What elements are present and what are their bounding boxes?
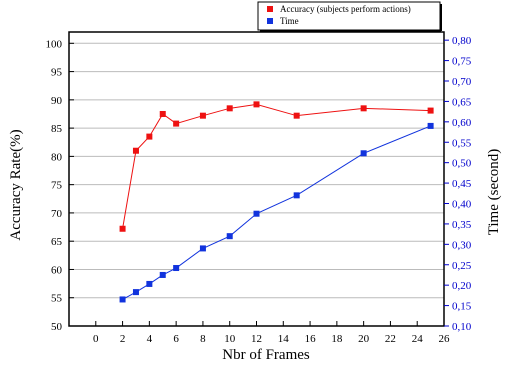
x-tick-label: 10 — [224, 333, 236, 345]
data-point-accuracy — [146, 133, 153, 140]
data-point-time — [427, 122, 434, 129]
left-y-tick-label: 80 — [51, 151, 63, 163]
data-point-accuracy — [199, 112, 206, 119]
data-point-time — [199, 245, 206, 252]
left-y-tick-label: 65 — [51, 236, 63, 248]
gridlines — [69, 42, 444, 299]
x-axis-title: Nbr of Frames — [222, 347, 310, 363]
data-point-time — [173, 265, 180, 272]
plot-frame — [68, 31, 445, 327]
right-y-tick-label: 0,35 — [452, 219, 472, 231]
right-y-tick-label: 0,75 — [452, 56, 472, 68]
data-point-time — [132, 289, 139, 296]
data-point-accuracy — [293, 112, 300, 119]
data-point-time — [226, 233, 233, 240]
data-point-time — [253, 210, 260, 217]
right-y-tick-label: 0,45 — [452, 178, 472, 190]
right-y-axis-ticks: 0,10 0,15 0,20 0,25 0,30 0,35 0,40 0,45 0,50 0,55… — [444, 35, 472, 333]
x-tick-label: 14 — [278, 333, 290, 345]
data-point-time — [360, 150, 367, 157]
x-tick-label: 26 — [439, 333, 451, 345]
data-point-accuracy — [173, 120, 180, 127]
x-tick-label: 4 — [147, 333, 153, 345]
data-point-accuracy — [360, 105, 367, 112]
data-point-time — [159, 271, 166, 278]
right-y-tick-label: 0,40 — [452, 199, 472, 211]
x-tick-label: 12 — [251, 333, 262, 345]
legend-marker-accuracy — [267, 6, 273, 12]
right-y-tick-label: 0,55 — [452, 137, 472, 149]
x-tick-label: 22 — [385, 333, 396, 345]
x-tick-label: 20 — [358, 333, 370, 345]
right-y-tick-label: 0,80 — [452, 35, 472, 47]
data-point-accuracy — [132, 147, 139, 154]
series-line-accuracy — [122, 103, 431, 229]
data-point-accuracy — [253, 101, 260, 108]
legend: Accuracy (subjects perform actions) Time — [257, 1, 442, 32]
legend-label-time: Time — [280, 16, 299, 26]
left-y-tick-label: 90 — [51, 95, 63, 107]
right-y-tick-label: 0,60 — [452, 117, 472, 129]
left-y-tick-label: 100 — [46, 38, 63, 50]
right-y-tick-label: 0,30 — [452, 239, 472, 251]
x-tick-label: 24 — [412, 333, 424, 345]
data-point-accuracy — [119, 225, 126, 232]
left-y-tick-label: 70 — [51, 208, 63, 220]
x-axis-ticks: 0 2 4 6 8 10 12 14 16 18 20 22 24 26 — [93, 321, 450, 345]
right-y-tick-label: 0,65 — [452, 96, 472, 108]
x-tick-label: 18 — [331, 333, 343, 345]
data-point-time — [293, 192, 300, 199]
left-y-tick-label: 50 — [51, 321, 63, 333]
x-tick-label: 0 — [93, 333, 99, 345]
left-y-axis-ticks: 50 55 60 65 70 75 80 85 90 95 100 — [46, 38, 74, 333]
data-point-time — [119, 296, 126, 303]
right-y-tick-label: 0,50 — [452, 158, 472, 170]
right-y-tick-label: 0,10 — [452, 321, 472, 333]
left-y-tick-label: 85 — [51, 123, 63, 135]
data-point-time — [146, 280, 153, 287]
left-y-tick-label: 55 — [51, 293, 63, 305]
right-y-tick-label: 0,70 — [452, 76, 472, 88]
data-point-accuracy — [427, 107, 434, 114]
legend-label-accuracy: Accuracy (subjects perform actions) — [280, 4, 411, 14]
right-y-axis-title: Time (second) — [486, 149, 502, 236]
right-y-tick-label: 0,20 — [452, 280, 472, 292]
data-point-accuracy — [226, 105, 233, 112]
right-y-tick-label: 0,15 — [452, 301, 472, 313]
left-y-tick-label: 60 — [51, 264, 63, 276]
left-y-tick-label: 75 — [51, 180, 63, 192]
x-tick-label: 8 — [200, 333, 206, 345]
legend-marker-time — [267, 18, 273, 24]
x-tick-label: 2 — [120, 333, 126, 345]
x-tick-label: 6 — [173, 333, 179, 345]
right-y-tick-label: 0,25 — [452, 260, 472, 272]
data-point-accuracy — [159, 110, 166, 117]
left-y-tick-label: 95 — [51, 67, 63, 79]
series-layer — [119, 101, 434, 303]
left-y-axis-title: Accuracy Rate(%) — [8, 129, 24, 240]
x-tick-label: 16 — [305, 333, 317, 345]
